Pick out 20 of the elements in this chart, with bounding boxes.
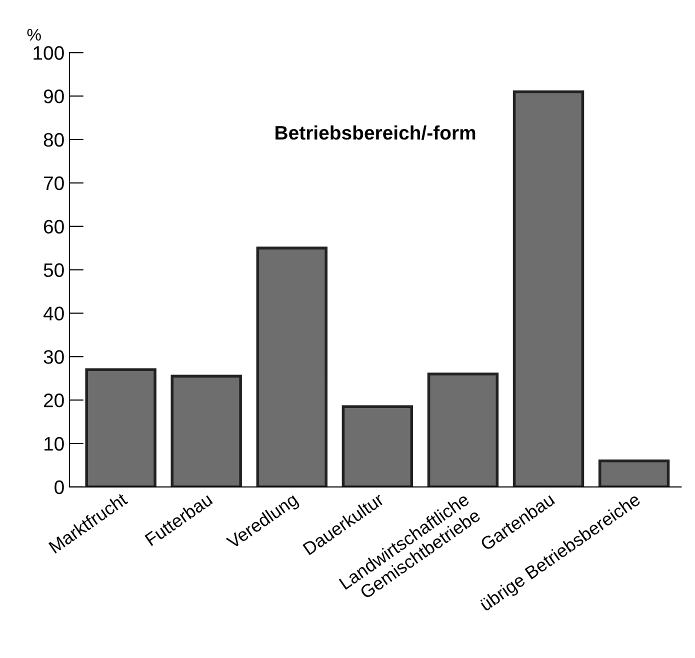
- bar: [170, 374, 242, 487]
- y-tick-label: 0: [54, 480, 64, 494]
- y-tick-label: 60: [44, 220, 64, 234]
- y-tick-label: 100: [34, 46, 64, 60]
- y-tick-label: 30: [44, 350, 64, 364]
- bar: [598, 459, 670, 487]
- bar: [85, 368, 156, 487]
- y-axis-title: %: [27, 28, 41, 41]
- bar: [256, 246, 328, 487]
- y-tick-label: 80: [44, 132, 64, 147]
- bar: [342, 405, 414, 487]
- bar: [427, 372, 499, 487]
- y-tick-label: 70: [44, 176, 64, 190]
- y-tick-label: 40: [43, 306, 64, 320]
- y-tick-label: 90: [44, 90, 64, 104]
- y-tick-label: 10: [44, 436, 64, 451]
- y-tick-label: 20: [44, 394, 64, 408]
- y-tick-label: 50: [44, 263, 64, 278]
- text: Betriebsbereich/-form: [276, 125, 476, 140]
- bar: [512, 90, 584, 487]
